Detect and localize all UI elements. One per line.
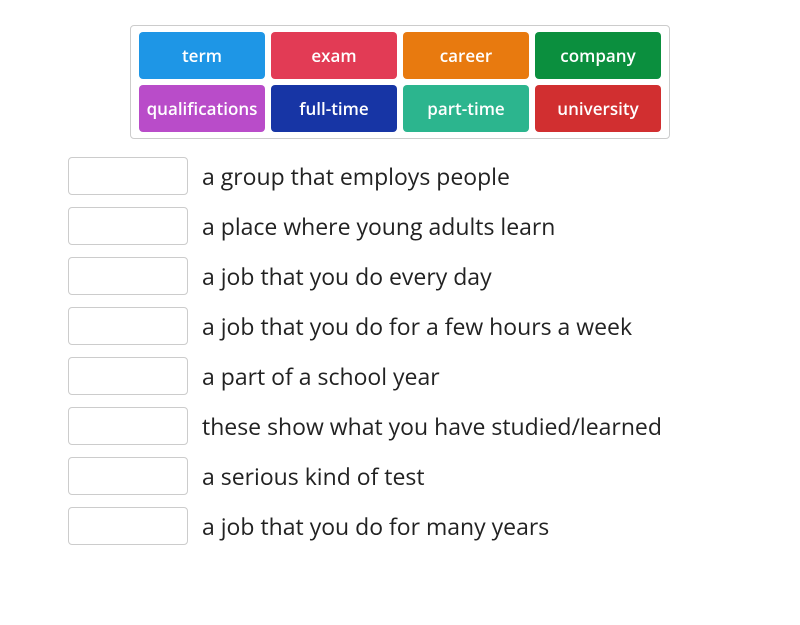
definition-text: a job that you do every day xyxy=(202,260,492,292)
drop-target[interactable] xyxy=(68,407,188,445)
definition-row: a part of a school year xyxy=(68,357,800,395)
drop-target[interactable] xyxy=(68,307,188,345)
definition-text: a place where young adults learn xyxy=(202,210,555,242)
definition-text: a job that you do for many years xyxy=(202,510,549,542)
word-tile-part-time[interactable]: part-time xyxy=(403,85,529,132)
definition-row: a place where young adults learn xyxy=(68,207,800,245)
definition-row: a serious kind of test xyxy=(68,457,800,495)
drop-target[interactable] xyxy=(68,357,188,395)
word-tile-term[interactable]: term xyxy=(139,32,265,79)
drop-target[interactable] xyxy=(68,457,188,495)
definition-row: a job that you do every day xyxy=(68,257,800,295)
definition-list: a group that employs people a place where… xyxy=(68,157,800,545)
drop-target[interactable] xyxy=(68,157,188,195)
definition-text: these show what you have studied/learned xyxy=(202,410,662,442)
definition-row: these show what you have studied/learned xyxy=(68,407,800,445)
word-tile-university[interactable]: university xyxy=(535,85,661,132)
word-tile-career[interactable]: career xyxy=(403,32,529,79)
word-tile-qualifications[interactable]: qualifications xyxy=(139,85,265,132)
definition-row: a group that employs people xyxy=(68,157,800,195)
definition-text: a part of a school year xyxy=(202,360,440,392)
word-tile-exam[interactable]: exam xyxy=(271,32,397,79)
definition-text: a group that employs people xyxy=(202,160,510,192)
word-tile-full-time[interactable]: full-time xyxy=(271,85,397,132)
drop-target[interactable] xyxy=(68,507,188,545)
word-tile-company[interactable]: company xyxy=(535,32,661,79)
drop-target[interactable] xyxy=(68,207,188,245)
drop-target[interactable] xyxy=(68,257,188,295)
definition-row: a job that you do for many years xyxy=(68,507,800,545)
definition-text: a job that you do for a few hours a week xyxy=(202,310,632,342)
word-bank: termexamcareercompany qualificationsfull-… xyxy=(130,25,670,139)
definition-row: a job that you do for a few hours a week xyxy=(68,307,800,345)
definition-text: a serious kind of test xyxy=(202,460,425,492)
